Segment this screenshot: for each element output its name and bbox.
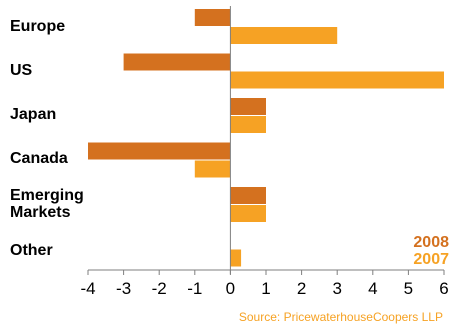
category-label: US: [10, 62, 33, 79]
legend-item-2008: 2008: [413, 234, 449, 251]
bar-2007-2: [230, 116, 266, 133]
source-note: Source: PricewaterhouseCoopers LLP: [239, 310, 443, 324]
x-tick-label: 6: [439, 279, 448, 298]
category-label: Canada: [10, 150, 68, 167]
bar-2007-4: [230, 205, 266, 222]
x-tick-label: -1: [187, 279, 202, 298]
bar-2008-1: [123, 53, 231, 71]
bar-2008-3: [88, 142, 231, 160]
category-label: Japan: [10, 106, 56, 123]
bars: [88, 9, 444, 267]
x-tick-label: 1: [261, 279, 270, 298]
bar-2008-0: [194, 9, 231, 26]
x-tick-label: -3: [116, 279, 131, 298]
legend-item-2007: 2007: [413, 251, 449, 268]
x-axis-ticks: -4 -3 -2 -1 0 1 2 3 4 5 6: [80, 270, 449, 298]
x-tick-label: -2: [152, 279, 167, 298]
x-tick-label: 0: [226, 279, 235, 298]
bar-2007-1: [230, 71, 444, 89]
bar-2007-3: [194, 160, 231, 178]
category-label: Other: [10, 242, 53, 259]
category-label: Emerging Markets: [10, 187, 84, 221]
x-tick-label: -4: [80, 279, 95, 298]
bar-2008-4: [230, 187, 266, 204]
bar-2007-5: [230, 249, 242, 267]
category-label: Europe: [10, 18, 65, 35]
bar-2007-0: [230, 27, 338, 44]
category-labels: Europe US Japan Canada Emerging Markets Other: [10, 18, 84, 259]
x-tick-label: 5: [404, 279, 413, 298]
x-tick-label: 3: [332, 279, 341, 298]
x-tick-label: 2: [297, 279, 306, 298]
x-tick-label: 4: [368, 279, 377, 298]
bar-2008-2: [230, 98, 266, 115]
